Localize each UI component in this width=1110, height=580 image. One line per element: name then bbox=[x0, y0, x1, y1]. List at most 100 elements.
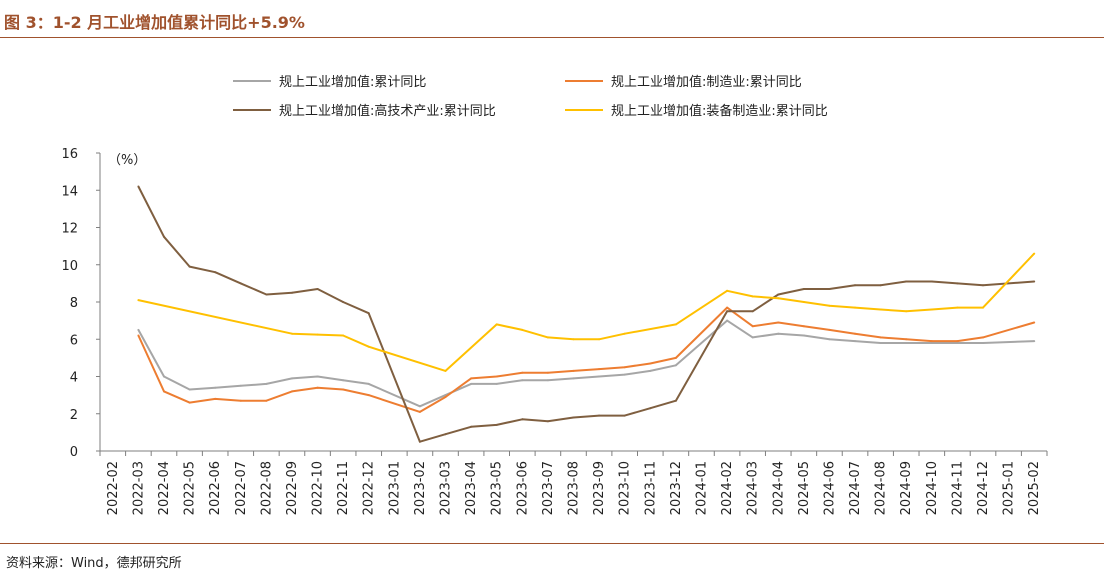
data-point bbox=[828, 288, 831, 290]
data-point bbox=[495, 375, 498, 378]
x-tick-label: 2023-02 bbox=[413, 461, 428, 515]
x-tick-label: 2022-03 bbox=[131, 461, 146, 515]
data-point bbox=[751, 325, 754, 328]
data-point bbox=[342, 379, 345, 382]
data-point bbox=[291, 291, 293, 294]
data-point bbox=[546, 379, 549, 382]
data-point bbox=[444, 433, 447, 436]
x-tick-label: 2024-12 bbox=[976, 461, 991, 515]
y-tick-label: 4 bbox=[70, 371, 78, 386]
data-point bbox=[521, 371, 524, 374]
data-point bbox=[214, 386, 217, 389]
data-point bbox=[777, 293, 780, 296]
data-point bbox=[623, 332, 626, 335]
data-point bbox=[265, 293, 268, 296]
legend-label: 规上工业增加值:高技术产业:累计同比 bbox=[279, 103, 496, 119]
x-tick-label: 2024-08 bbox=[874, 461, 889, 515]
x-tick-label: 2024-04 bbox=[771, 461, 786, 515]
data-point bbox=[726, 289, 729, 292]
x-tick-label: 2022-02 bbox=[106, 461, 121, 515]
data-point bbox=[777, 321, 780, 324]
data-point bbox=[726, 319, 729, 322]
series-4 bbox=[137, 252, 1036, 372]
data-point bbox=[342, 301, 345, 303]
data-point bbox=[265, 399, 268, 402]
source-divider bbox=[0, 543, 1104, 544]
x-tick-label: 2024-05 bbox=[797, 461, 812, 515]
data-point bbox=[726, 310, 729, 313]
data-point bbox=[291, 377, 293, 380]
x-tick-label: 2024-01 bbox=[694, 461, 709, 515]
data-point bbox=[828, 328, 831, 331]
series-line bbox=[138, 252, 1035, 372]
data-point bbox=[982, 306, 984, 309]
data-point bbox=[495, 382, 498, 385]
data-point bbox=[316, 333, 319, 336]
legend-label: 规上工业增加值:累计同比 bbox=[279, 74, 426, 90]
data-point bbox=[572, 377, 575, 380]
x-tick-label: 2024-02 bbox=[720, 461, 735, 515]
title-divider bbox=[0, 37, 1104, 38]
series-layer bbox=[137, 185, 1036, 443]
series-line bbox=[137, 186, 1035, 443]
data-point bbox=[751, 336, 754, 339]
x-tick-label: 2023-07 bbox=[541, 461, 556, 515]
data-point bbox=[265, 382, 268, 385]
data-point bbox=[316, 375, 319, 378]
data-point bbox=[214, 271, 217, 274]
x-tick-label: 2024-10 bbox=[925, 461, 940, 515]
data-point bbox=[572, 338, 575, 341]
y-tick-label: 12 bbox=[61, 222, 78, 237]
x-tick-label: 2022-07 bbox=[234, 461, 249, 515]
data-point bbox=[674, 356, 677, 359]
data-point bbox=[854, 340, 856, 343]
figure-title: 图 3：1-2 月工业增加值累计同比+5.9% bbox=[4, 13, 305, 32]
data-point bbox=[470, 382, 473, 385]
data-point bbox=[342, 388, 345, 391]
data-point bbox=[137, 299, 140, 302]
data-point bbox=[214, 397, 217, 400]
data-point bbox=[521, 418, 524, 421]
data-point bbox=[956, 342, 959, 344]
x-tick-label: 2024-11 bbox=[950, 461, 965, 515]
legend-item: 规上工业增加值:累计同比 bbox=[233, 74, 426, 90]
data-point bbox=[316, 288, 319, 290]
y-axis-unit-label: （%） bbox=[108, 153, 146, 168]
data-point bbox=[905, 338, 908, 341]
data-point bbox=[982, 336, 984, 339]
data-point bbox=[521, 328, 524, 331]
x-tick-label: 2022-04 bbox=[157, 461, 172, 515]
data-point bbox=[930, 342, 933, 344]
series-2 bbox=[137, 306, 1036, 413]
x-tick-label: 2023-04 bbox=[464, 461, 479, 515]
data-point bbox=[649, 369, 652, 372]
x-tick-label: 2023-01 bbox=[387, 461, 402, 515]
data-point bbox=[930, 340, 933, 343]
data-point bbox=[137, 185, 140, 188]
x-tick-label: 2025-01 bbox=[1002, 461, 1017, 515]
series-1 bbox=[137, 319, 1036, 408]
data-point bbox=[572, 416, 575, 419]
data-point bbox=[495, 323, 498, 326]
data-point bbox=[1033, 321, 1036, 324]
data-point bbox=[777, 332, 780, 335]
data-point bbox=[239, 399, 242, 402]
data-point bbox=[623, 366, 626, 369]
data-point bbox=[982, 284, 984, 287]
data-point bbox=[751, 295, 754, 298]
y-tick-label: 10 bbox=[61, 259, 78, 274]
data-point bbox=[726, 306, 729, 309]
data-point bbox=[777, 297, 780, 300]
series-3 bbox=[137, 185, 1036, 443]
y-tick-label: 0 bbox=[70, 445, 78, 460]
x-tick-label: 2022-12 bbox=[362, 461, 377, 515]
line-chart: 规上工业增加值:累计同比 规上工业增加值:制造业:累计同比规上工业增加值:高技术产… bbox=[61, 74, 1048, 515]
chart-axes: 0 2 4 6 8 10 12 14 16 2022-02 2022-03 2022-04 2022-0… bbox=[61, 147, 1048, 515]
data-point bbox=[854, 284, 856, 287]
data-point bbox=[674, 323, 677, 326]
data-point bbox=[879, 284, 882, 287]
y-tick-label: 14 bbox=[61, 184, 78, 199]
data-point bbox=[137, 334, 140, 337]
data-point bbox=[470, 425, 473, 428]
data-point bbox=[188, 265, 191, 268]
